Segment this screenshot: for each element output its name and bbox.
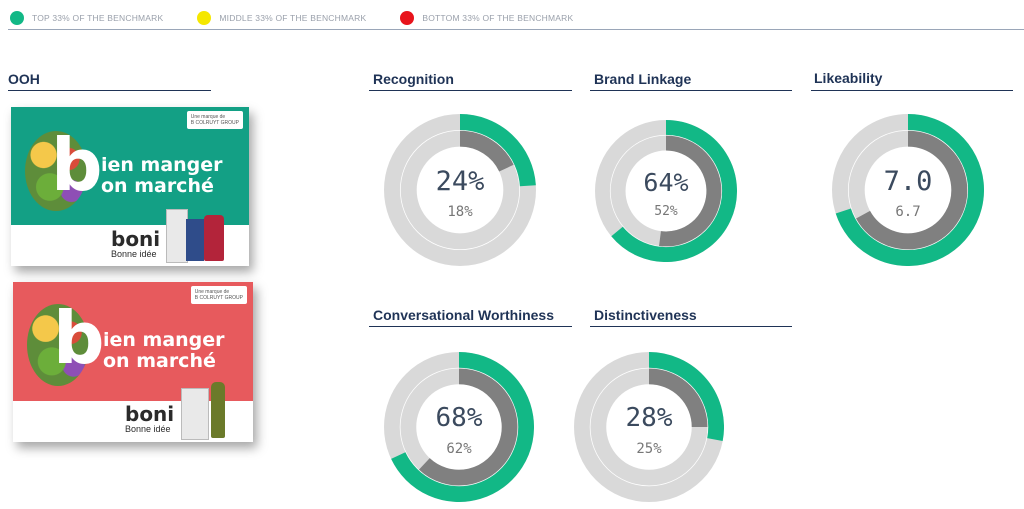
ad-red-letter: b — [53, 296, 105, 380]
conversational-worthiness-title-rule — [369, 326, 572, 327]
benchmark-arc — [459, 130, 514, 172]
donut-svg — [832, 114, 984, 266]
produce-image — [25, 131, 87, 211]
product-packs-image — [181, 382, 237, 440]
ad-green-badge: Une marque de B COLRUYT GROUP — [186, 111, 243, 129]
legend-item-bottom: BOTTOM 33% OF THE BENCHMARK — [400, 11, 573, 25]
ad-red-badge: Une marque de B COLRUYT GROUP — [190, 286, 247, 304]
brand-linkage-title-rule — [590, 90, 792, 91]
media-title-rule — [8, 90, 211, 91]
legend-label-middle: MIDDLE 33% OF THE BENCHMARK — [219, 13, 367, 23]
legend-dot-middle-icon — [197, 11, 212, 25]
likeability-title: Likeability — [814, 70, 883, 86]
ad-green-headline-line2: on marché — [101, 175, 214, 197]
ad-red-brand: boni — [125, 402, 175, 426]
donut-svg — [384, 352, 534, 502]
product-packs-image — [166, 207, 228, 263]
donut-benchmark-label: 62% — [446, 441, 472, 457]
distinctiveness-title: Distinctiveness — [594, 307, 697, 323]
media-title: OOH — [8, 71, 40, 87]
value-arc — [648, 352, 724, 442]
donut-value-label: 24% — [435, 166, 485, 197]
ad-green-headline-line1: ien manger — [101, 154, 223, 176]
legend: TOP 33% OF THE BENCHMARK MIDDLE 33% OF T… — [10, 8, 607, 28]
distinctiveness-title-rule — [590, 326, 792, 327]
legend-label-bottom: BOTTOM 33% OF THE BENCHMARK — [422, 13, 574, 23]
ad-green-tagline: Bonne idée — [111, 249, 157, 259]
conversational-worthiness-title: Conversational Worthiness — [373, 307, 555, 323]
value-arc — [391, 352, 534, 502]
ad-red-headline-line2: on marché — [103, 350, 216, 372]
donut-benchmark-label: 6.7 — [895, 204, 921, 220]
produce-image — [27, 304, 89, 386]
donut-svg — [574, 352, 724, 502]
likeability-title-rule — [811, 90, 1013, 91]
donut-benchmark-label: 18% — [447, 204, 473, 220]
likeability-donut: 7.0 6.7 — [832, 114, 984, 266]
benchmark-arc — [659, 135, 722, 247]
recognition-donut: 24% 18% — [384, 114, 536, 266]
brand-linkage-title: Brand Linkage — [594, 71, 692, 87]
donut-benchmark-label: 25% — [636, 441, 662, 457]
ooh-ad-green: b ien manger on marché Une marque de B C… — [11, 107, 249, 266]
ad-red-headline: ien manger on marché — [103, 330, 225, 372]
value-arc — [835, 114, 984, 266]
legend-dot-top-icon — [10, 11, 24, 25]
ooh-ad-red: b ien manger on marché Une marque de B C… — [13, 282, 253, 442]
donut-svg — [384, 114, 536, 266]
recognition-title-rule — [369, 90, 572, 91]
donut-benchmark-label: 52% — [654, 204, 678, 219]
ad-red-tagline: Bonne idée — [125, 424, 171, 434]
benchmark-arc — [648, 368, 708, 428]
legend-item-middle: MIDDLE 33% OF THE BENCHMARK — [197, 11, 366, 25]
ad-green-headline: ien manger on marché — [101, 155, 223, 197]
legend-label-top: TOP 33% OF THE BENCHMARK — [32, 13, 164, 23]
legend-item-top: TOP 33% OF THE BENCHMARK — [10, 11, 163, 25]
legend-dot-bottom-icon — [400, 11, 415, 25]
donut-value-label: 28% — [625, 403, 673, 433]
conversational-worthiness-donut: 68% 62% — [384, 352, 534, 502]
value-arc — [611, 120, 737, 262]
ad-red-headline-line1: ien manger — [103, 329, 225, 351]
recognition-title: Recognition — [373, 71, 454, 87]
value-arc — [459, 114, 536, 187]
ad-green-letter: b — [51, 123, 103, 207]
donut-value-label: 68% — [435, 403, 483, 433]
brand-linkage-donut: 64% 52% — [595, 120, 737, 262]
distinctiveness-donut: 28% 25% — [574, 352, 724, 502]
donut-value-label: 7.0 — [883, 166, 933, 197]
benchmark-arc — [418, 368, 518, 486]
benchmark-arc — [856, 130, 968, 250]
donut-svg — [595, 120, 737, 262]
legend-divider — [8, 29, 1024, 30]
donut-value-label: 64% — [643, 168, 689, 197]
ad-green-brand: boni — [111, 227, 161, 251]
